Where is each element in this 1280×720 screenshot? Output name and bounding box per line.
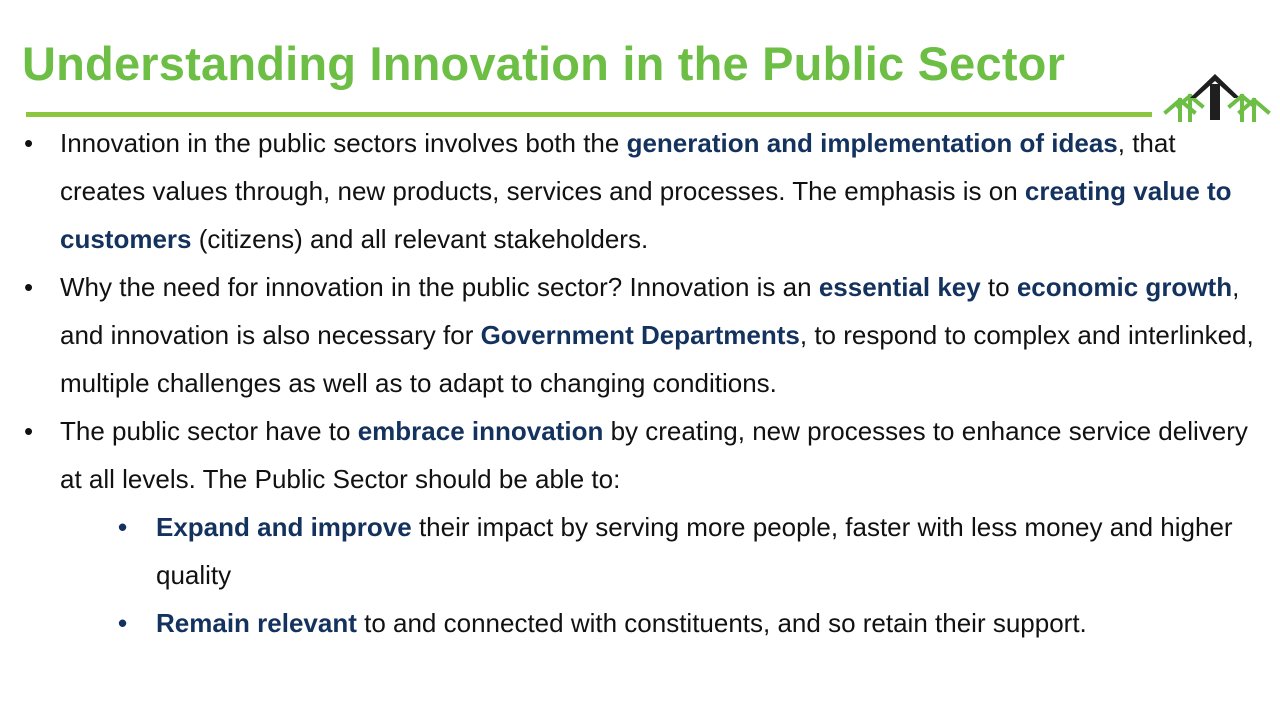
left-green-arrows <box>1163 93 1205 122</box>
bullet-embrace-innovation: • The public sector have to embrace inno… <box>0 407 1280 503</box>
bullet-text: Innovation in the public sectors involve… <box>60 128 1232 254</box>
highlight-phrase: embrace innovation <box>357 416 604 446</box>
subbullet-text: Remain relevant to and connected with co… <box>156 608 1087 638</box>
highlight-phrase: Expand and improve <box>156 512 412 542</box>
highlight-phrase: creating value to customers <box>60 176 1232 254</box>
subbullet-text: Expand and improve their impact by servi… <box>156 512 1233 590</box>
highlight-phrase: Government Departments <box>480 320 800 350</box>
text-run: , and innovation is also necessary for <box>60 272 1240 350</box>
subbullet-dot: • <box>118 608 128 638</box>
bullet-dot: • <box>24 128 34 158</box>
text-run: Innovation in the public sectors involve… <box>60 128 627 158</box>
center-dark-arrow <box>1190 74 1240 120</box>
bullet-innovation-definition: • Innovation in the public sectors invol… <box>0 119 1280 263</box>
bullet-why-innovation: • Why the need for innovation in the pub… <box>0 263 1280 407</box>
highlight-phrase: economic growth <box>1016 272 1233 302</box>
bullet-text: Why the need for innovation in the publi… <box>60 272 1254 398</box>
highlight-phrase: generation and implementation of ideas <box>626 128 1118 158</box>
text-run: Why the need for innovation in the publi… <box>60 272 819 302</box>
subbullet-remain-relevant: • Remain relevant to and connected with … <box>0 599 1280 647</box>
arrow-tree-logo-icon <box>1163 74 1271 122</box>
subbullet-dot: • <box>118 512 128 542</box>
highlight-phrase: essential key <box>818 272 981 302</box>
text-run: to and connected with constituents, and … <box>356 608 1087 638</box>
slide-title: Understanding Innovation in the Public S… <box>22 37 1066 90</box>
bullet-text: The public sector have to embrace innova… <box>60 416 1248 494</box>
text-run: their impact by serving more people, fas… <box>156 512 1233 590</box>
title-underline <box>26 112 1152 117</box>
text-run: , to respond to complex and interlinked,… <box>60 320 1254 398</box>
text-run: by creating, new processes to enhance se… <box>60 416 1248 494</box>
text-run: The public sector have to <box>60 416 358 446</box>
text-run: , that creates values through, new produ… <box>60 128 1176 206</box>
text-run: (citizens) and all relevant stakeholders… <box>191 224 649 254</box>
slide-body: • Innovation in the public sectors invol… <box>0 119 1280 647</box>
subbullet-expand-improve: • Expand and improve their impact by ser… <box>0 503 1280 599</box>
right-green-arrows <box>1227 93 1271 122</box>
bullet-dot: • <box>24 416 34 446</box>
highlight-phrase: Remain relevant <box>156 608 357 638</box>
bullet-dot: • <box>24 272 34 302</box>
text-run: to <box>980 272 1017 302</box>
